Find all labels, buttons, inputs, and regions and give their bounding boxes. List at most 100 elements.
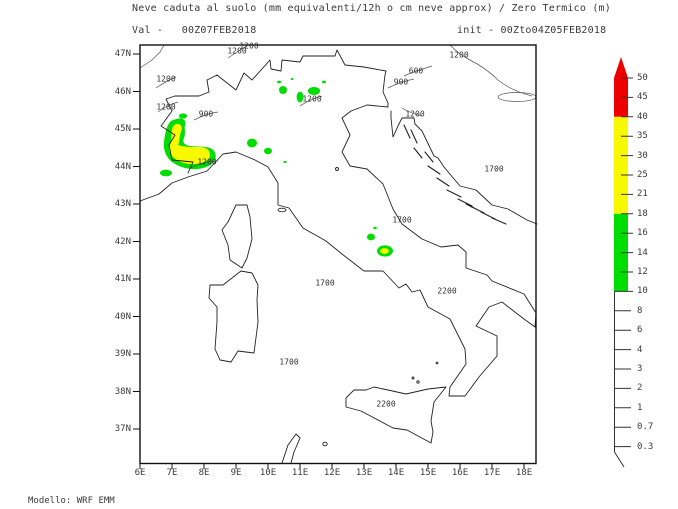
colorbar-tick-label: 6 — [637, 325, 643, 336]
colorbar-tick-label: 50 — [637, 73, 648, 83]
page-title: Neve caduta al suolo (mm equivalenti/12h… — [132, 3, 611, 14]
lon-label: 15E — [419, 468, 437, 478]
contour-label: 1700 — [279, 357, 299, 367]
colorbar-tick-label: 40 — [637, 111, 648, 122]
lon-label: 17E — [483, 468, 501, 478]
snow-areas — [160, 77, 393, 257]
lon-label: 12E — [323, 468, 341, 478]
colorbar-tick-label: 21 — [637, 189, 648, 200]
lat-label: 46N — [114, 86, 131, 97]
colorbar-tick-label: 35 — [637, 131, 648, 142]
snow-area-abruzzo-yellow — [380, 248, 389, 254]
lon-label: 7E — [166, 468, 178, 478]
contour-label: 1200 — [227, 46, 247, 56]
lat-label: 47N — [114, 49, 131, 59]
colorbar-tick-label: 18 — [637, 208, 648, 219]
colorbar-tick-label: 16 — [637, 228, 648, 239]
contour-label: 1200 — [302, 94, 322, 104]
axis-ticks — [133, 53, 525, 469]
colorbar-ticks — [614, 77, 633, 468]
lat-label: 38N — [114, 386, 131, 397]
contour-label: 1700 — [484, 164, 504, 174]
colorbar-yellow-segment — [614, 116, 628, 214]
contour-label: 900 — [198, 109, 214, 119]
snow-spot — [277, 80, 281, 84]
colorbar-tick-label: 0.7 — [637, 422, 654, 433]
colorbar-tick-label: 45 — [637, 92, 648, 103]
island-dot — [411, 376, 415, 380]
coastlines — [139, 49, 538, 464]
lat-label: 41N — [114, 274, 131, 284]
colorbar-tick-label: 10 — [637, 286, 648, 297]
lon-label: 8E — [198, 468, 210, 478]
snow-spot — [296, 91, 304, 103]
colorbar-tick-label: 2 — [637, 383, 643, 394]
snow-area-piedmont-yellow — [169, 123, 210, 165]
contour-label: 1200 — [405, 109, 425, 119]
valid-time-label: Val - 00Z07FEB2018 — [132, 25, 257, 36]
island-pantelleria — [322, 441, 328, 447]
snow-spot — [367, 233, 375, 241]
contour-label: 1200 — [449, 50, 469, 60]
lat-label: 45N — [114, 124, 131, 134]
island-elba — [277, 207, 287, 213]
colorbar — [614, 57, 633, 468]
snow-spot — [179, 113, 187, 119]
lon-label: 11E — [291, 468, 309, 478]
contour-label: 1200 — [197, 157, 217, 167]
colorbar-tick-label: 30 — [637, 150, 648, 161]
snow-spot — [373, 226, 377, 230]
lat-label: 37N — [114, 424, 131, 434]
lon-label: 10E — [259, 468, 277, 478]
lon-label: 18E — [515, 468, 533, 478]
map-frame — [139, 44, 537, 465]
island-dot — [335, 167, 339, 171]
lat-label: 43N — [114, 199, 131, 209]
colorbar-tick-label: 25 — [637, 170, 648, 180]
snow-spot — [247, 138, 257, 148]
coastline-corsica — [221, 204, 253, 269]
contour-label: 1200 — [156, 102, 176, 112]
coastline-croatia — [390, 110, 538, 225]
contour-label: 900 — [393, 77, 409, 87]
snow-spot — [160, 169, 172, 177]
colorbar-tick-label: 8 — [637, 305, 643, 316]
coastline-sicily — [345, 386, 447, 444]
snow-spot — [283, 160, 287, 164]
island-dot — [435, 361, 439, 365]
coastline-italy — [139, 49, 537, 397]
colorbar-tick-label: 1 — [637, 402, 643, 413]
init-time-label: init - 00Zto04Z05FEB2018 — [457, 25, 607, 36]
coastline-tunisia — [281, 433, 301, 464]
lat-label: 39N — [114, 349, 131, 359]
snow-spot — [279, 86, 287, 94]
lon-label: 9E — [230, 468, 242, 478]
contour-label: 2200 — [376, 399, 396, 409]
island-dot — [416, 380, 420, 384]
contour-label: 2200 — [437, 286, 457, 296]
colorbar-tick-label: 12 — [637, 267, 648, 277]
colorbar-top-arrow — [614, 57, 628, 78]
lat-label: 42N — [114, 236, 131, 247]
contour-label: 1700 — [315, 278, 335, 288]
snow-spot — [290, 77, 294, 81]
lat-label: 40N — [114, 311, 131, 322]
model-name-label: Modello: WRF EMM — [28, 496, 115, 506]
lon-label: 14E — [387, 468, 405, 478]
dalmatian-islands — [403, 124, 507, 225]
contour-label: 1200 — [239, 41, 259, 51]
lat-label: 44N — [114, 161, 131, 172]
colorbar-tick-label: 14 — [637, 247, 648, 258]
coastline-sardinia — [208, 270, 259, 363]
contour-label: 1200 — [156, 74, 176, 84]
snow-spot — [264, 147, 272, 155]
snow-spot — [308, 87, 320, 95]
lon-label: 16E — [451, 468, 469, 478]
contour-label: 1700 — [392, 215, 412, 225]
snow-spot — [322, 80, 326, 84]
contour-label: 600 — [408, 66, 424, 76]
lon-label: 6E — [134, 468, 146, 478]
colorbar-tick-label: 0.3 — [637, 441, 654, 452]
